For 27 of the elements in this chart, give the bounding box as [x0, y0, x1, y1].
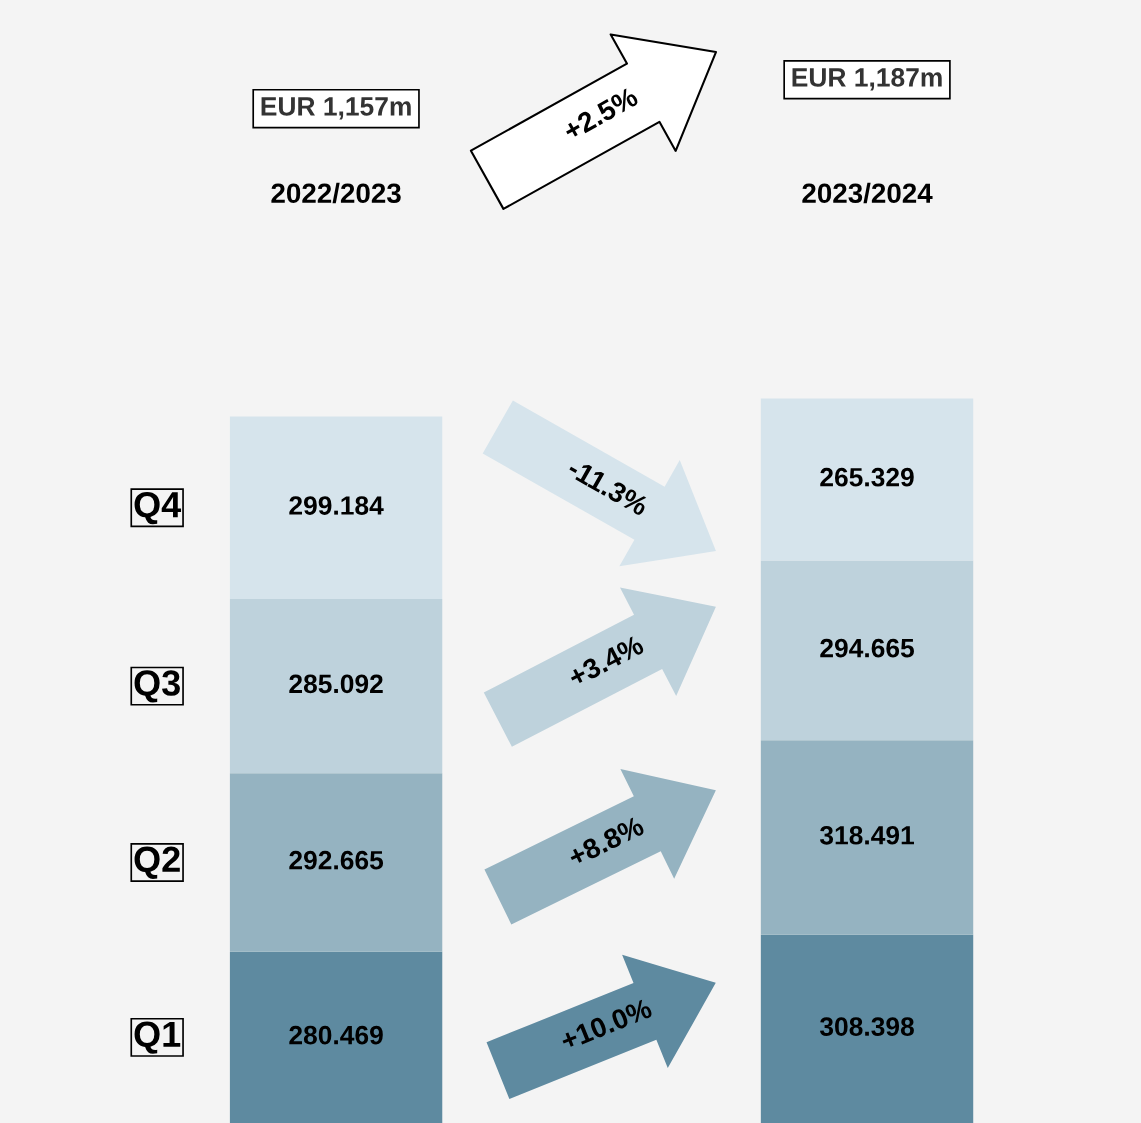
x-tick-label: 2023/2024: [802, 182, 933, 204]
data-label: 308.398: [819, 1017, 914, 1036]
data-label: 280.469: [289, 1025, 383, 1045]
annotation: +3.4%: [566, 634, 645, 688]
data-label: 294.665: [820, 638, 914, 658]
annotation: +10.0%: [559, 997, 654, 1051]
data-label: 265.329: [820, 467, 914, 487]
bar: [760, 934, 974, 1123]
bar: [229, 773, 443, 952]
series-label: Q1: [134, 1021, 181, 1054]
annotation: +8.8%: [566, 815, 646, 868]
data-label: 318.491: [819, 825, 914, 845]
text: EUR 1,157m: [261, 97, 411, 120]
data-label: 292.665: [289, 850, 384, 870]
series-label: Q4: [134, 491, 182, 525]
bar: [760, 560, 974, 741]
series-label: Q3: [134, 670, 180, 703]
bar: [229, 599, 443, 774]
data-label: 285.092: [289, 674, 383, 694]
x-tick-label: 2022/2023: [271, 182, 401, 204]
data-label: 299.184: [289, 496, 384, 515]
series-label: Q2: [134, 846, 180, 879]
bar: [760, 398, 974, 561]
text: EUR 1,187m: [792, 68, 942, 91]
bar: [229, 416, 443, 600]
bar: [229, 951, 443, 1123]
bar: [760, 740, 974, 935]
